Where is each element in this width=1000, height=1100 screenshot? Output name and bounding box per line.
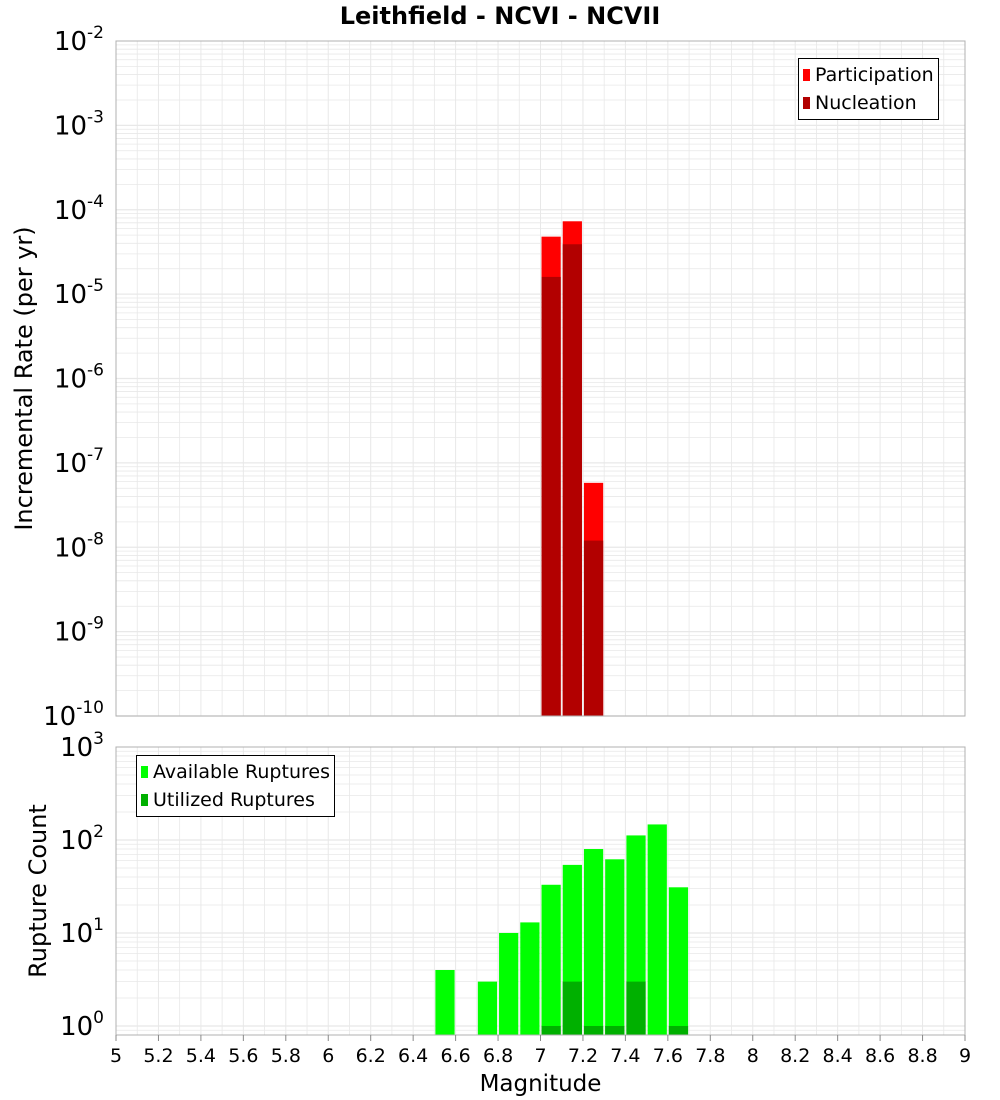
x-tick-label: 5 bbox=[110, 1045, 122, 1067]
x-tick-label: 9 bbox=[959, 1045, 971, 1067]
rate-plot-frame bbox=[115, 40, 966, 717]
x-tick-label: 6 bbox=[322, 1045, 334, 1067]
available-swatch bbox=[141, 766, 148, 778]
legend-available-label: Available Ruptures bbox=[153, 761, 330, 783]
y-tick-label: 102 bbox=[60, 822, 104, 856]
rate-y-axis-label: Incremental Rate (per yr) bbox=[10, 226, 38, 530]
count-bar-available-ruptures bbox=[477, 981, 498, 1035]
count-bar-available-ruptures bbox=[499, 932, 519, 1035]
count-bar-available-ruptures bbox=[668, 887, 689, 1035]
y-tick-label: 101 bbox=[60, 915, 104, 949]
count-bar-available-ruptures bbox=[647, 824, 667, 1035]
x-tick-label: 8.6 bbox=[865, 1045, 895, 1067]
chart-title: Leithfield - NCVI - NCVII bbox=[339, 2, 661, 30]
x-tick-label: 8.4 bbox=[823, 1045, 853, 1067]
legend-utilized-label: Utilized Ruptures bbox=[153, 789, 315, 811]
y-tick-label: 10-5 bbox=[54, 276, 104, 310]
x-tick-label: 7.4 bbox=[610, 1045, 640, 1067]
y-tick-label: 10-9 bbox=[54, 614, 104, 648]
y-tick-label: 10-7 bbox=[54, 445, 104, 479]
count-y-axis-label: Rupture Count bbox=[24, 804, 52, 978]
y-tick-label: 10-10 bbox=[43, 698, 104, 732]
y-tick-label: 10-3 bbox=[54, 107, 104, 141]
count-bar-utilized-ruptures bbox=[626, 981, 646, 1035]
count-bar-utilized-ruptures bbox=[562, 981, 582, 1035]
x-tick-label: 5.6 bbox=[228, 1045, 258, 1067]
x-tick-label: 7.2 bbox=[568, 1045, 598, 1067]
x-axis-label: Magnitude bbox=[480, 1071, 602, 1097]
legend-nucleation-label: Nucleation bbox=[815, 92, 917, 114]
x-tick-label: 6.4 bbox=[398, 1045, 428, 1067]
rate-bar-nucleation bbox=[562, 244, 582, 717]
legend-available: Available Ruptures bbox=[141, 758, 330, 786]
y-tick-label: 10-4 bbox=[54, 192, 104, 226]
x-tick-label: 6.2 bbox=[356, 1045, 386, 1067]
y-tick-label: 100 bbox=[60, 1008, 104, 1042]
count-bar-available-ruptures bbox=[541, 884, 561, 1035]
count-bar-utilized-ruptures bbox=[583, 1025, 604, 1035]
x-tick-label: 8 bbox=[747, 1045, 759, 1067]
rate-bar-nucleation bbox=[583, 540, 604, 716]
x-tick-label: 7.8 bbox=[695, 1045, 725, 1067]
x-tick-label: 6.6 bbox=[440, 1045, 470, 1067]
count-bar-utilized-ruptures bbox=[668, 1025, 689, 1035]
count-bar-utilized-ruptures bbox=[605, 1025, 625, 1035]
count-bar-available-ruptures bbox=[435, 969, 455, 1035]
x-tick-label: 7.6 bbox=[653, 1045, 683, 1067]
rate-bar-nucleation bbox=[541, 276, 561, 716]
x-tick-label: 6.8 bbox=[483, 1045, 513, 1067]
x-tick-label: 8.8 bbox=[907, 1045, 937, 1067]
x-tick-label: 5.8 bbox=[271, 1045, 301, 1067]
x-tick-label: 5.2 bbox=[143, 1045, 173, 1067]
x-tick-label: 8.2 bbox=[780, 1045, 810, 1067]
legend-nucleation: Nucleation bbox=[803, 89, 934, 117]
legend-utilized: Utilized Ruptures bbox=[141, 786, 330, 814]
rate-legend: Participation Nucleation bbox=[798, 58, 939, 120]
count-bar-available-ruptures bbox=[520, 922, 540, 1035]
x-tick-label: 7 bbox=[534, 1045, 546, 1067]
y-tick-label: 10-2 bbox=[54, 23, 104, 57]
legend-participation-label: Participation bbox=[815, 64, 934, 86]
y-tick-label: 10-6 bbox=[54, 361, 104, 395]
legend-participation: Participation bbox=[803, 61, 934, 89]
participation-swatch bbox=[803, 69, 810, 81]
count-bar-utilized-ruptures bbox=[541, 1025, 561, 1035]
count-bar-available-ruptures bbox=[583, 849, 604, 1035]
y-tick-label: 10-8 bbox=[54, 529, 104, 563]
x-tick-label: 5.4 bbox=[186, 1045, 216, 1067]
utilized-swatch bbox=[141, 794, 148, 806]
nucleation-swatch bbox=[803, 97, 810, 109]
count-bar-available-ruptures bbox=[605, 859, 625, 1035]
count-legend: Available Ruptures Utilized Ruptures bbox=[136, 755, 335, 817]
y-tick-label: 103 bbox=[60, 729, 104, 763]
